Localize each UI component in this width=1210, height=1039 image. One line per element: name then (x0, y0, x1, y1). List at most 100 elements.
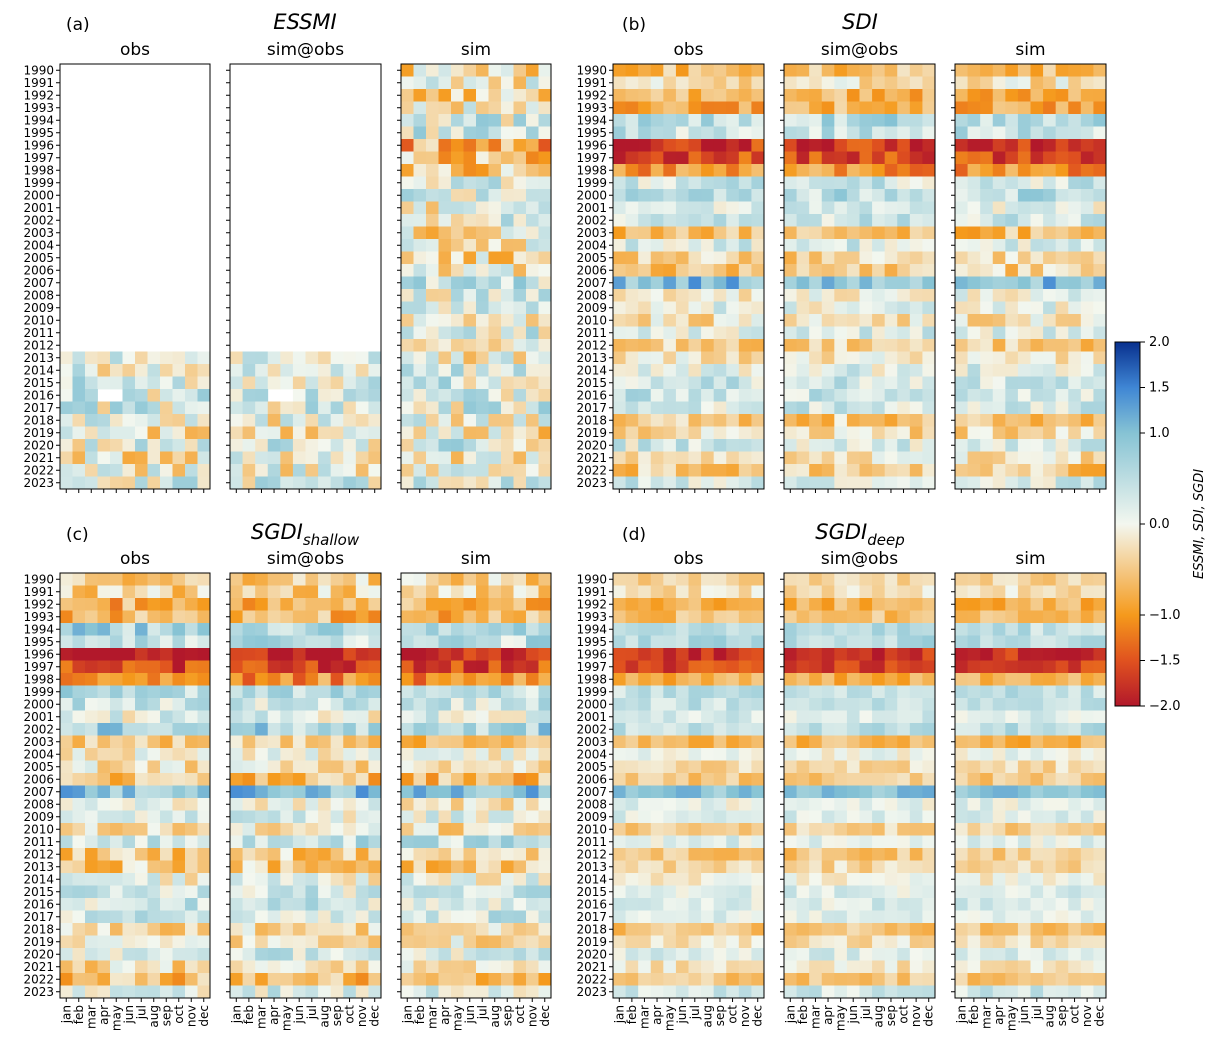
y-tick-label: 1998 (23, 672, 54, 686)
heatmap-cell (1043, 748, 1057, 761)
heatmap-cell (513, 835, 527, 849)
heatmap-cell (738, 885, 752, 899)
heatmap-cell (859, 760, 873, 774)
x-tick-label: aug (488, 1005, 502, 1028)
heatmap-cell (463, 226, 477, 240)
heatmap-cell (488, 898, 502, 911)
heatmap-cell (538, 985, 552, 999)
heatmap-cell (60, 351, 73, 365)
heatmap-cell (701, 573, 715, 586)
heatmap-cell (1068, 573, 1082, 586)
heatmap-cell (1043, 785, 1057, 799)
heatmap-cell (1093, 126, 1107, 140)
heatmap-cell (413, 585, 427, 599)
heatmap-cell (305, 785, 319, 799)
heatmap-cell (726, 910, 740, 924)
axis-frame (229, 63, 382, 490)
heatmap-cell (476, 376, 489, 390)
heatmap-cell (305, 673, 319, 686)
heatmap-cell (846, 264, 860, 277)
heatmap-cell (821, 314, 835, 327)
heatmap-cell (318, 648, 332, 661)
heatmap-cell (701, 139, 715, 152)
heatmap-cell (1005, 339, 1019, 352)
heatmap-cell (955, 635, 968, 649)
heatmap-cell (1030, 339, 1044, 352)
heatmap-cell (625, 151, 639, 165)
x-tick-label: feb (242, 1005, 256, 1024)
heatmap-cell (909, 276, 923, 290)
heatmap-cell (1068, 598, 1082, 611)
heatmap-cell (451, 114, 464, 127)
heatmap-cell (438, 798, 452, 811)
heatmap-cell (463, 401, 477, 415)
heatmap-cell (172, 848, 186, 861)
heatmap-cell (625, 973, 639, 986)
heatmap-cell (513, 451, 527, 465)
heatmap-cell (501, 898, 514, 911)
y-tick-label: 1999 (576, 685, 607, 699)
heatmap-cell (538, 910, 552, 924)
heatmap-cell (738, 289, 752, 302)
heatmap-cell (821, 101, 835, 115)
heatmap-cell (713, 885, 727, 899)
heatmap-cell (638, 476, 652, 490)
heatmap-cell (1017, 239, 1031, 252)
heatmap-cell (613, 923, 626, 936)
heatmap-cell (955, 760, 968, 774)
heatmap-cell (796, 426, 810, 440)
heatmap-cell (751, 339, 765, 352)
heatmap-cell (784, 364, 797, 377)
heatmap-cell (72, 451, 86, 465)
heatmap-cell (110, 464, 123, 477)
heatmap-cell (526, 464, 539, 477)
heatmap-cell (488, 64, 502, 77)
heatmap-cell (122, 389, 136, 402)
heatmap-cell (242, 960, 256, 974)
y-tick-label: 2013 (23, 351, 54, 365)
heatmap-cell (85, 364, 98, 377)
heatmap-cell (147, 376, 161, 390)
heatmap-cell (1030, 101, 1044, 115)
heatmap-cell (625, 785, 639, 799)
heatmap-cell (343, 885, 357, 899)
heatmap-cell (60, 985, 73, 999)
heatmap-cell (613, 251, 626, 265)
heatmap-cell (172, 364, 186, 377)
heatmap-cell (501, 623, 514, 636)
heatmap-cell (197, 623, 211, 636)
heatmap-cell (72, 351, 86, 365)
heatmap-cell (280, 798, 294, 811)
heatmap-cell (172, 935, 186, 949)
heatmap-cell (60, 898, 73, 911)
heatmap-cell (110, 610, 123, 624)
heatmap-cell (368, 376, 382, 390)
heatmap-cell (160, 885, 173, 899)
heatmap-cell (675, 860, 689, 874)
heatmap-cell (343, 426, 357, 440)
heatmap-cell (796, 573, 810, 586)
heatmap-cell (1080, 226, 1094, 240)
heatmap-cell (413, 848, 427, 861)
heatmap-cell (884, 735, 898, 749)
heatmap-cell (426, 151, 439, 165)
heatmap-cell (1080, 176, 1094, 190)
heatmap-cell (796, 960, 810, 974)
heatmap-cell (463, 364, 477, 377)
heatmap-cell (625, 326, 639, 340)
heatmap-cell (451, 898, 464, 911)
heatmap-cell (663, 164, 677, 177)
heatmap-cell (242, 635, 256, 649)
heatmap-cell (884, 723, 898, 736)
heatmap-cell (526, 885, 539, 899)
heatmap-cell (197, 735, 211, 749)
axis-frame (229, 572, 382, 999)
heatmap-cell (821, 785, 835, 799)
heatmap-cell (809, 476, 823, 490)
heatmap-cell (897, 314, 911, 327)
heatmap-cell (242, 401, 256, 415)
heatmap-cell (280, 848, 294, 861)
y-tick-label: 1994 (576, 113, 607, 127)
heatmap-cell (613, 214, 626, 227)
heatmap-cell (663, 773, 677, 786)
